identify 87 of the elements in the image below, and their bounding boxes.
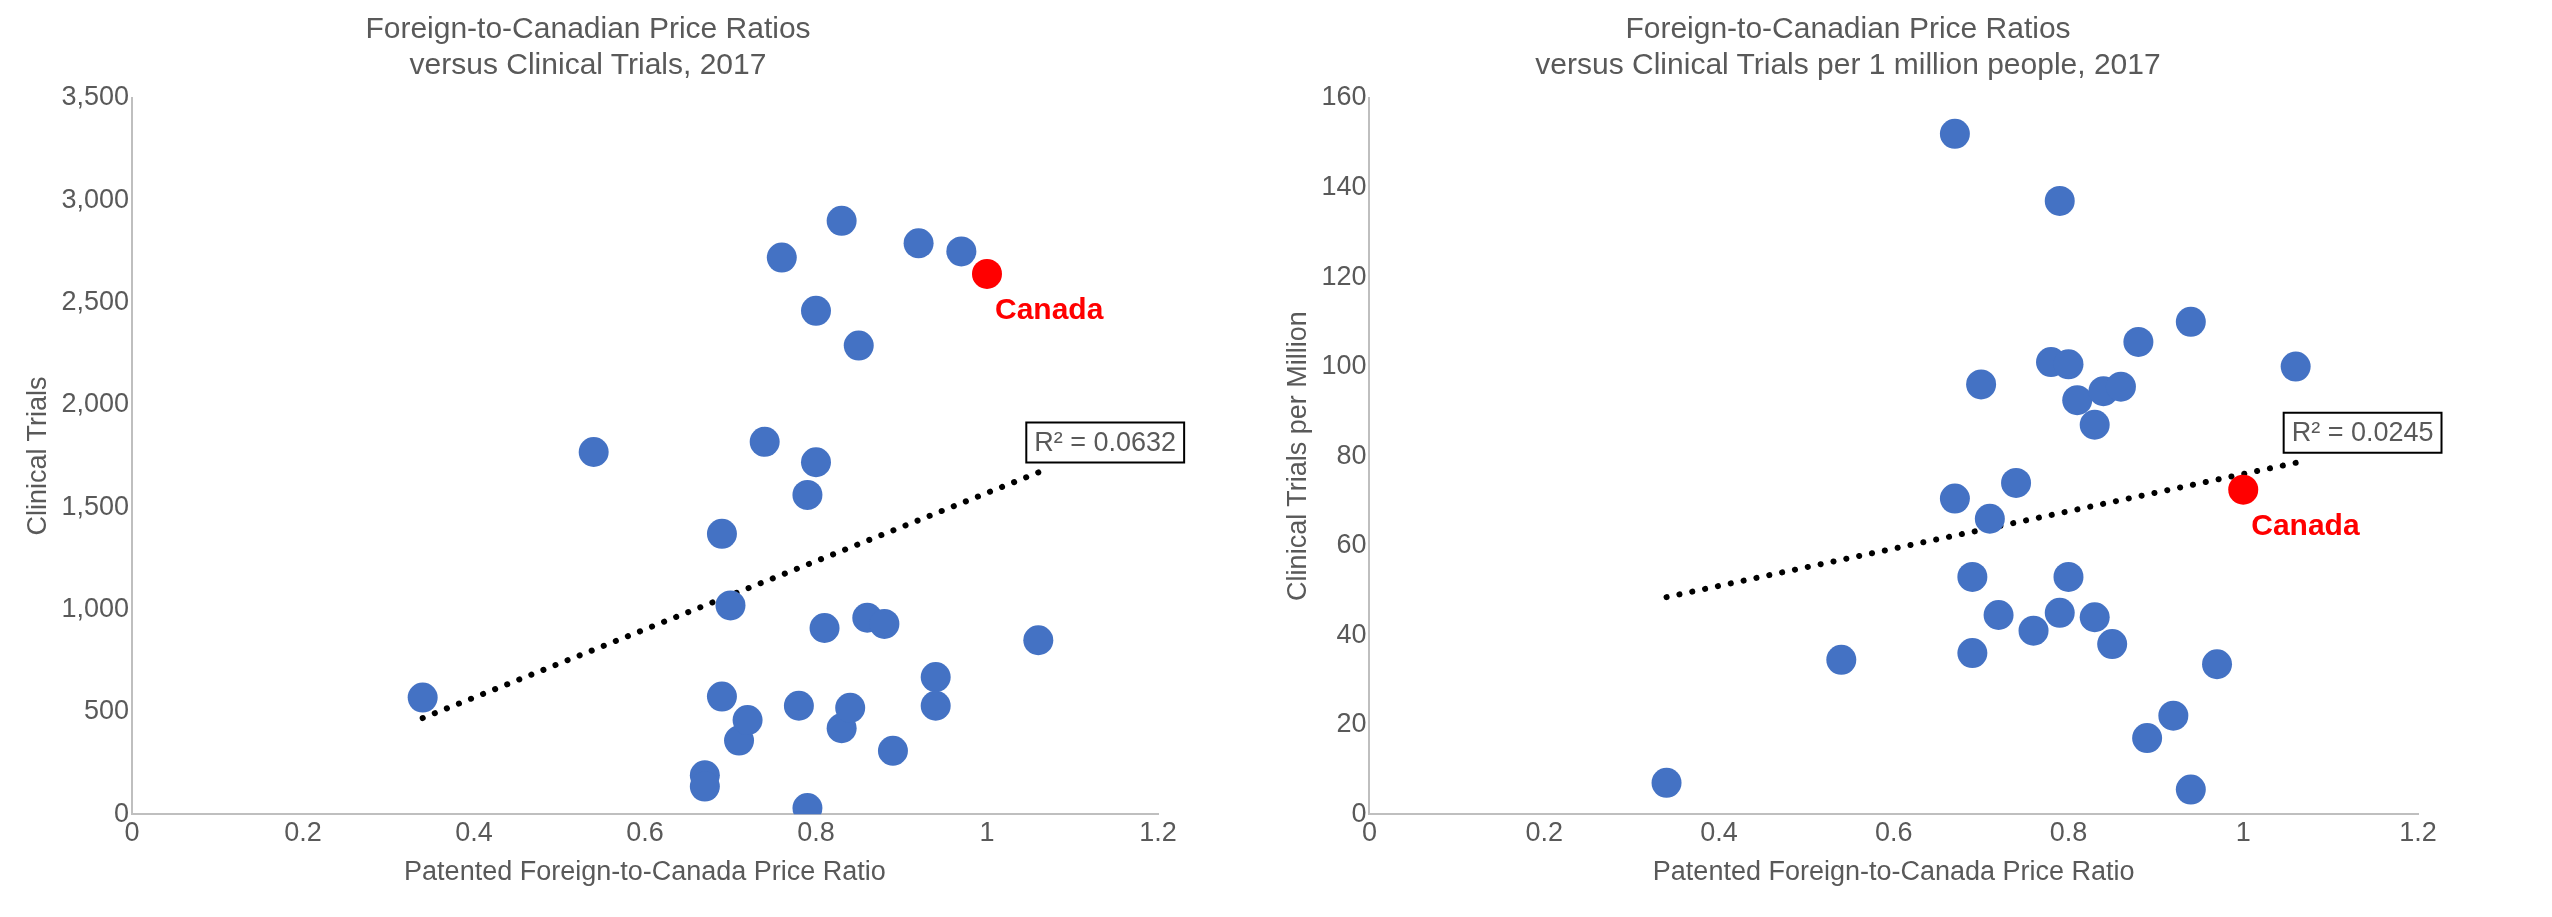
- point: [1939, 118, 1970, 149]
- y-tick-label: 1,500: [61, 490, 129, 521]
- point: [2079, 602, 2110, 633]
- point: [1957, 638, 1988, 669]
- point: [800, 295, 831, 326]
- y-tick-label: 160: [1321, 81, 1367, 112]
- y-tick-label: 120: [1321, 260, 1367, 291]
- y-tick-label: 140: [1321, 170, 1367, 201]
- x-tick-label: 0.6: [626, 816, 664, 847]
- point: [2044, 185, 2075, 216]
- y-tick-label: 100: [1321, 350, 1367, 381]
- annotation: R² = 0.0245: [2291, 417, 2434, 448]
- point: [1826, 644, 1857, 675]
- point: [783, 690, 814, 721]
- y-tick-label: 2,500: [61, 286, 129, 317]
- point: [2175, 306, 2206, 337]
- x-tick-label: 0.2: [1525, 816, 1563, 847]
- point: [2044, 597, 2075, 628]
- point: [792, 479, 823, 510]
- y-tick-label: 1,000: [61, 593, 129, 624]
- point: [706, 681, 737, 712]
- point: [1651, 767, 1682, 798]
- x-axis-title: Patented Foreign-to-Canada Price Ratio: [404, 856, 886, 887]
- point: [749, 426, 780, 457]
- y-tick-label: 3,500: [61, 81, 129, 112]
- series-label: Canada: [994, 292, 1104, 326]
- point: [2228, 474, 2259, 505]
- y-tick-label: 500: [83, 695, 129, 726]
- y-tick-label: 20: [1336, 708, 1367, 739]
- point: [2202, 649, 2233, 680]
- point: [809, 612, 840, 643]
- point: [903, 228, 934, 259]
- point: [869, 608, 900, 639]
- y-axis-title: Clinical Trials: [21, 376, 52, 536]
- annotation: R² = 0.0632: [1034, 426, 1177, 457]
- y-tick-label: 2,000: [61, 388, 129, 419]
- chart-title: Foreign-to-Canadian Price Ratios versus Clinical Trials per 1 million people, 2017: [1535, 11, 2161, 81]
- point: [578, 437, 609, 468]
- x-tick-label: 0.2: [284, 816, 322, 847]
- x-tick-label: 1: [2235, 816, 2251, 847]
- point: [2123, 326, 2154, 357]
- point: [2097, 629, 2128, 660]
- point: [843, 330, 874, 361]
- point: [2053, 561, 2084, 592]
- point: [971, 258, 1002, 289]
- point: [946, 236, 977, 267]
- y-tick-label: 60: [1336, 529, 1367, 560]
- x-tick-label: 0.4: [1700, 816, 1738, 847]
- point: [2018, 615, 2049, 646]
- y-tick-label: 80: [1336, 439, 1367, 470]
- point: [2062, 385, 2093, 416]
- point: [715, 590, 746, 621]
- point: [2280, 351, 2311, 382]
- point: [826, 205, 857, 236]
- y-axis-title: Clinical Trials per Million: [1281, 311, 1312, 601]
- point: [877, 735, 908, 766]
- y-tick-label: 40: [1336, 618, 1367, 649]
- point: [766, 242, 797, 273]
- chart-title: Foreign-to-Canadian Price Ratios versus Clinical Trials, 2017: [365, 11, 811, 81]
- x-tick-label: 0.6: [1874, 816, 1913, 847]
- point: [835, 692, 866, 723]
- point: [920, 662, 951, 693]
- point: [407, 682, 438, 713]
- x-tick-label: 0.4: [455, 816, 493, 847]
- point: [1939, 483, 1970, 514]
- point: [2158, 700, 2189, 731]
- point: [2079, 409, 2110, 440]
- point: [1957, 561, 1988, 592]
- point: [1983, 600, 2014, 631]
- x-axis-title: Patented Foreign-to-Canada Price Ratio: [1652, 856, 2135, 887]
- point: [1966, 369, 1997, 400]
- x-tick-label: 1.2: [2399, 816, 2437, 847]
- point: [706, 518, 737, 549]
- point: [800, 447, 831, 478]
- x-tick-label: 1.2: [1139, 816, 1177, 847]
- point: [920, 690, 951, 721]
- x-tick-label: 0.8: [2049, 816, 2088, 847]
- point: [1023, 625, 1054, 656]
- x-tick-label: 0.8: [797, 816, 835, 847]
- point: [732, 705, 763, 736]
- point: [1974, 503, 2005, 534]
- series-label: Canada: [2251, 507, 2360, 541]
- x-tick-label: 1: [979, 816, 995, 847]
- y-tick-label: 3,000: [61, 183, 129, 214]
- point: [2001, 467, 2032, 498]
- point: [2132, 723, 2163, 754]
- point: [2175, 774, 2206, 805]
